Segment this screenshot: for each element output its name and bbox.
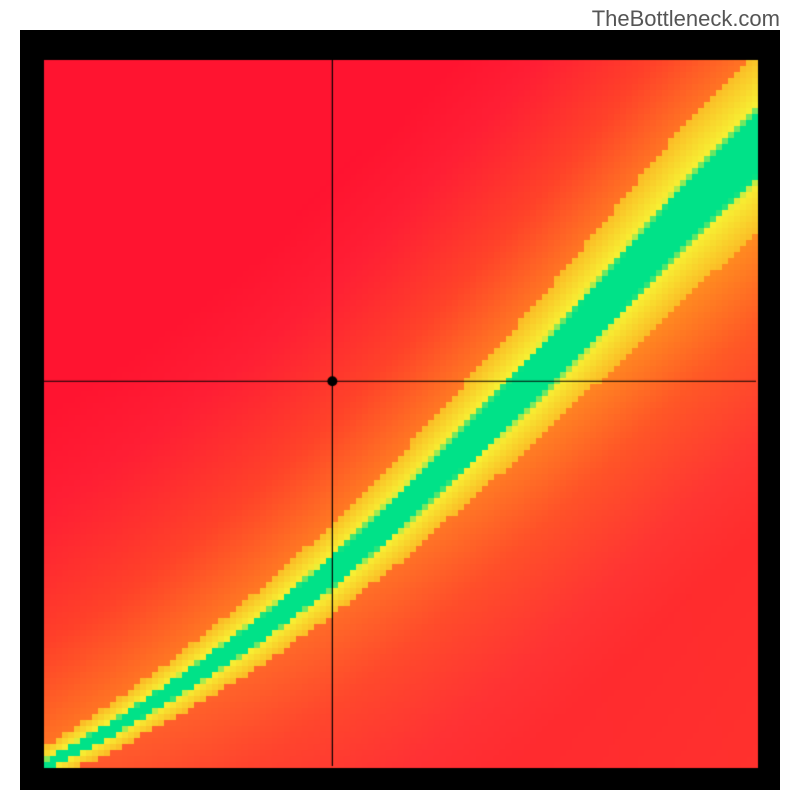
- chart-container: TheBottleneck.com: [0, 0, 800, 800]
- heatmap-canvas: [20, 30, 780, 790]
- watermark-text: TheBottleneck.com: [592, 6, 780, 32]
- plot-frame: [20, 30, 780, 790]
